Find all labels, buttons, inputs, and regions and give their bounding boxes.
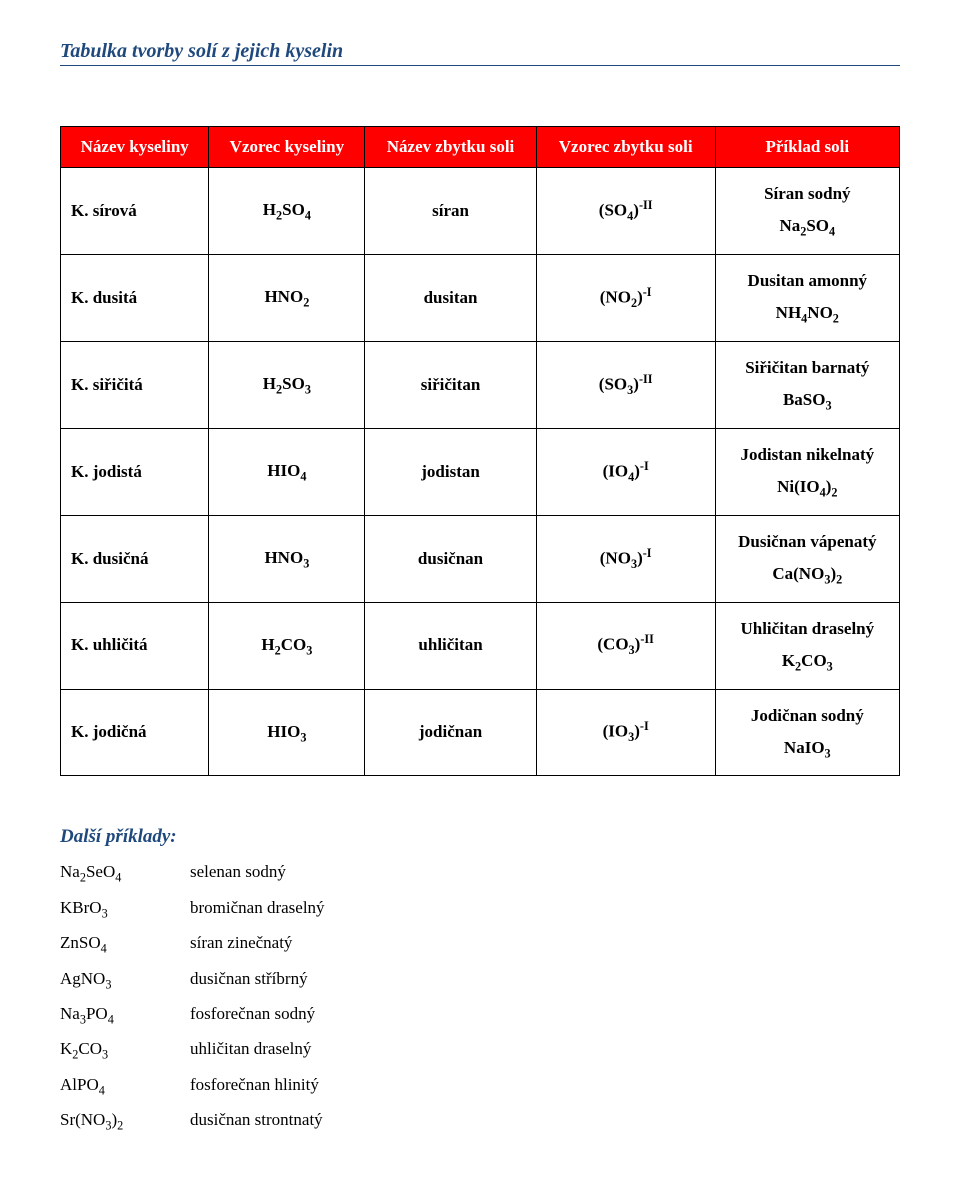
example-row: ZnSO4síran zinečnatý: [60, 933, 900, 956]
example-formula: Na2SeO4: [60, 862, 190, 885]
cell-acid-formula: H2SO3: [209, 341, 365, 428]
example-name: síran zinečnatý: [190, 933, 900, 956]
cell-example: Dusičnan vápenatýCa(NO3)2: [715, 515, 899, 602]
example-name: fosforečnan hlinitý: [190, 1075, 900, 1098]
example-row: Na2SeO4selenan sodný: [60, 862, 900, 885]
th-example: Příklad soli: [715, 127, 899, 168]
th-acid-formula: Vzorec kyseliny: [209, 127, 365, 168]
cell-salt-name: dusičnan: [365, 515, 536, 602]
table-row: K. sírováH2SO4síran(SO4)-IISíran sodnýNa…: [61, 168, 900, 255]
cell-acid-name: K. dusičná: [61, 515, 209, 602]
example-row: AlPO4fosforečnan hlinitý: [60, 1075, 900, 1098]
cell-radical: (SO3)-II: [536, 341, 715, 428]
example-formula: Sr(NO3)2: [60, 1110, 190, 1133]
cell-salt-name: uhličitan: [365, 602, 536, 689]
cell-acid-formula: H2CO3: [209, 602, 365, 689]
cell-radical: (NO2)-I: [536, 254, 715, 341]
example-row: Sr(NO3)2dusičnan strontnatý: [60, 1110, 900, 1133]
example-formula: AgNO3: [60, 969, 190, 992]
table-row: K. dusitáHNO2dusitan(NO2)-IDusitan amonn…: [61, 254, 900, 341]
examples-heading: Další příklady:: [60, 826, 900, 848]
cell-acid-formula: HNO2: [209, 254, 365, 341]
cell-acid-formula: H2SO4: [209, 168, 365, 255]
cell-acid-formula: HIO3: [209, 689, 365, 776]
cell-example: Jodistan nikelnatýNi(IO4)2: [715, 428, 899, 515]
example-name: uhličitan draselný: [190, 1039, 900, 1062]
example-formula: ZnSO4: [60, 933, 190, 956]
cell-example: Síran sodnýNa2SO4: [715, 168, 899, 255]
cell-radical: (CO3)-II: [536, 602, 715, 689]
cell-acid-name: K. dusitá: [61, 254, 209, 341]
example-name: dusičnan stříbrný: [190, 969, 900, 992]
cell-salt-name: síran: [365, 168, 536, 255]
example-formula: K2CO3: [60, 1039, 190, 1062]
table-row: K. uhličitáH2CO3uhličitan(CO3)-IIUhličit…: [61, 602, 900, 689]
cell-acid-formula: HNO3: [209, 515, 365, 602]
table-row: K. siřičitáH2SO3siřičitan(SO3)-IISiřičit…: [61, 341, 900, 428]
cell-acid-name: K. jodistá: [61, 428, 209, 515]
cell-salt-name: siřičitan: [365, 341, 536, 428]
salts-table: Název kyseliny Vzorec kyseliny Název zby…: [60, 126, 900, 776]
cell-radical: (NO3)-I: [536, 515, 715, 602]
examples-list: Na2SeO4selenan sodnýKBrO3bromičnan drase…: [60, 862, 900, 1133]
table-row: K. jodistáHIO4jodistan(IO4)-IJodistan ni…: [61, 428, 900, 515]
example-formula: Na3PO4: [60, 1004, 190, 1027]
example-name: fosforečnan sodný: [190, 1004, 900, 1027]
example-row: K2CO3uhličitan draselný: [60, 1039, 900, 1062]
cell-acid-name: K. siřičitá: [61, 341, 209, 428]
example-name: dusičnan strontnatý: [190, 1110, 900, 1133]
example-formula: KBrO3: [60, 898, 190, 921]
cell-acid-name: K. sírová: [61, 168, 209, 255]
th-radical: Vzorec zbytku soli: [536, 127, 715, 168]
example-name: selenan sodný: [190, 862, 900, 885]
cell-radical: (SO4)-II: [536, 168, 715, 255]
th-acid-name: Název kyseliny: [61, 127, 209, 168]
cell-radical: (IO3)-I: [536, 689, 715, 776]
cell-example: Uhličitan draselnýK2CO3: [715, 602, 899, 689]
cell-salt-name: jodičnan: [365, 689, 536, 776]
example-row: KBrO3bromičnan draselný: [60, 898, 900, 921]
example-row: Na3PO4fosforečnan sodný: [60, 1004, 900, 1027]
cell-example: Dusitan amonnýNH4NO2: [715, 254, 899, 341]
table-header-row: Název kyseliny Vzorec kyseliny Název zby…: [61, 127, 900, 168]
cell-salt-name: dusitan: [365, 254, 536, 341]
cell-example: Siřičitan barnatýBaSO3: [715, 341, 899, 428]
table-row: K. jodičnáHIO3jodičnan(IO3)-IJodičnan so…: [61, 689, 900, 776]
cell-salt-name: jodistan: [365, 428, 536, 515]
example-row: AgNO3dusičnan stříbrný: [60, 969, 900, 992]
table-row: K. dusičnáHNO3dusičnan(NO3)-IDusičnan vá…: [61, 515, 900, 602]
cell-acid-name: K. jodičná: [61, 689, 209, 776]
cell-acid-name: K. uhličitá: [61, 602, 209, 689]
cell-example: Jodičnan sodnýNaIO3: [715, 689, 899, 776]
example-name: bromičnan draselný: [190, 898, 900, 921]
page-title: Tabulka tvorby solí z jejich kyselin: [60, 40, 900, 66]
example-formula: AlPO4: [60, 1075, 190, 1098]
cell-acid-formula: HIO4: [209, 428, 365, 515]
th-salt-name: Název zbytku soli: [365, 127, 536, 168]
cell-radical: (IO4)-I: [536, 428, 715, 515]
